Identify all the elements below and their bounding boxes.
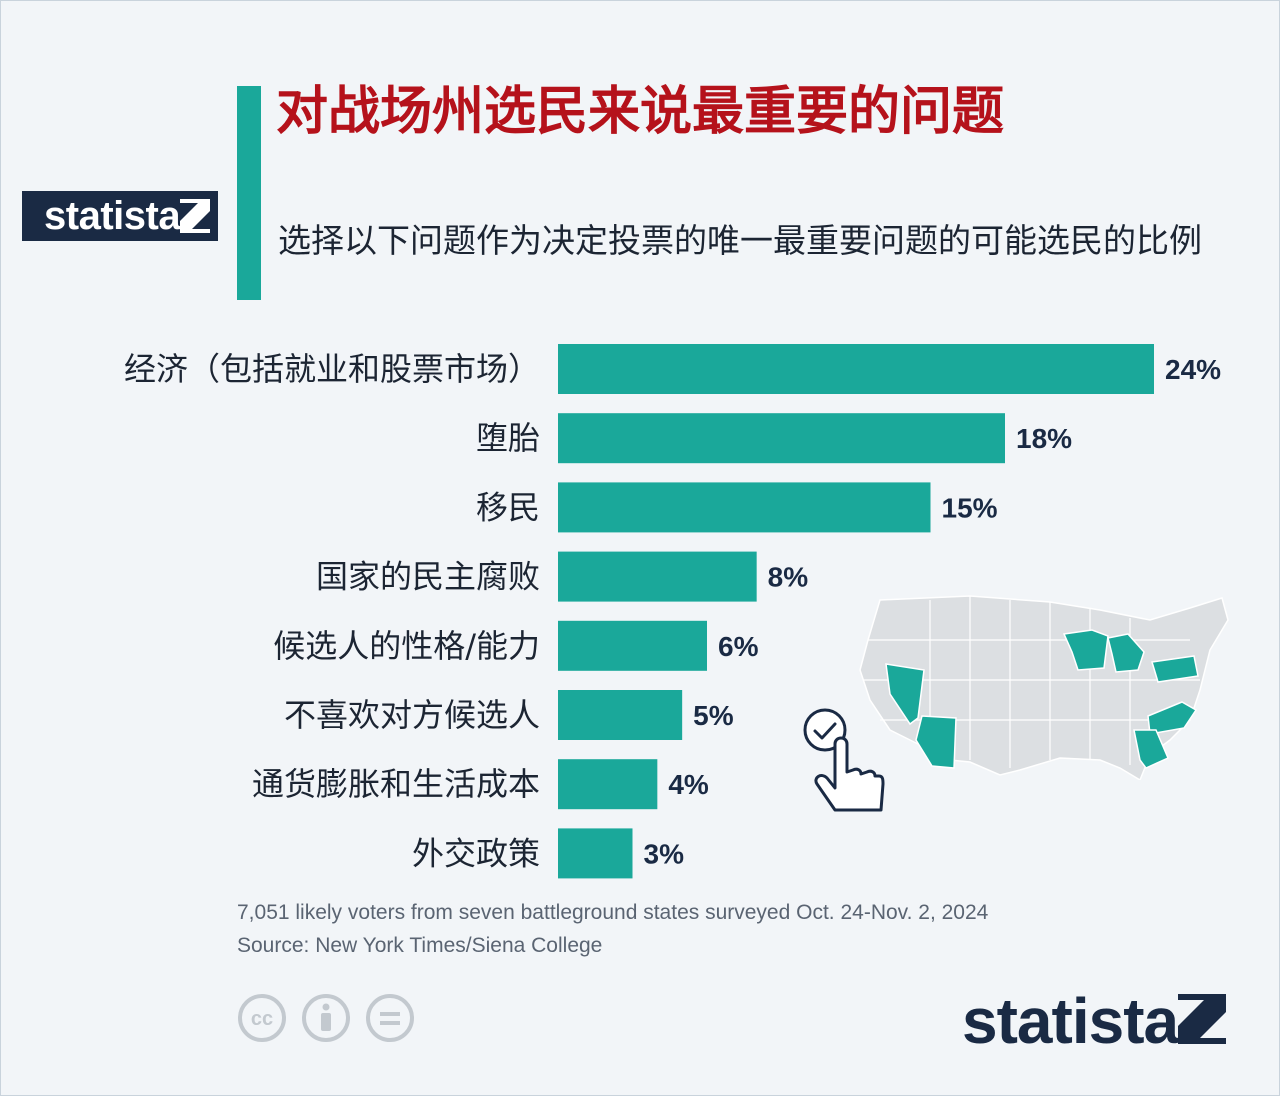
bar xyxy=(558,690,683,740)
michigan-shape xyxy=(1107,633,1145,673)
cc-icon[interactable]: cc xyxy=(238,994,286,1042)
bar xyxy=(558,413,1005,464)
bar xyxy=(558,344,1154,394)
svg-text:cc: cc xyxy=(251,1008,273,1030)
category-label: 候选人的性格/能力 xyxy=(273,627,540,665)
arizona-shape xyxy=(915,715,957,769)
bar xyxy=(558,620,707,671)
nevada-shape xyxy=(885,663,925,726)
category-label: 外交政策 xyxy=(412,834,540,872)
bar-chart: 经济（包括就业和股票市场） 24% 堕胎 18% 移民 15% 国家的民主腐败 8% 候选人的性… xyxy=(124,344,1221,879)
survey-note: 7,051 likely voters from seven battlegro… xyxy=(237,901,989,924)
value-label: 4% xyxy=(668,769,709,800)
bar xyxy=(558,759,658,810)
pennsylvania-shape xyxy=(1151,655,1199,683)
value-label: 24% xyxy=(1165,354,1221,385)
category-label: 国家的民主腐败 xyxy=(316,558,540,596)
statista-logo: statista xyxy=(22,191,218,241)
value-label: 5% xyxy=(693,700,734,731)
category-label: 移民 xyxy=(476,488,540,526)
hand-pointer-check-icon xyxy=(803,708,885,812)
bar xyxy=(558,551,757,602)
no-derivatives-icon[interactable] xyxy=(366,994,414,1042)
bar xyxy=(558,482,931,533)
value-label: 18% xyxy=(1016,423,1072,454)
value-label: 3% xyxy=(644,838,685,869)
chart-title: 对战场州选民来说最重要的问题 xyxy=(276,82,1005,142)
attribution-icon[interactable] xyxy=(302,994,350,1042)
statista-mark-icon xyxy=(180,199,210,233)
value-label: 15% xyxy=(942,492,998,523)
footer-statista-mark-icon xyxy=(1178,994,1226,1044)
bar-rows: 经济（包括就业和股票市场） 24% 堕胎 18% 移民 15% 国家的民主腐败 8% 候选人的性… xyxy=(124,344,1221,879)
wisconsin-shape xyxy=(1062,629,1109,671)
category-label: 不喜欢对方候选人 xyxy=(284,696,540,734)
category-label: 堕胎 xyxy=(476,419,540,457)
license-icons: cc xyxy=(238,994,414,1042)
chart-subtitle: 选择以下问题作为决定投票的唯一最重要问题的可能选民的比例 xyxy=(278,221,1202,260)
battleground-states xyxy=(885,629,1199,769)
title-accent-bar xyxy=(237,86,261,300)
logo-text: statista xyxy=(44,194,181,238)
value-label: 8% xyxy=(768,562,809,593)
source-note: Source: New York Times/Siena College xyxy=(237,934,603,957)
georgia-shape xyxy=(1133,729,1169,769)
us-map-icon xyxy=(859,595,1229,780)
bar xyxy=(558,828,633,879)
footer-statista-logo: statista xyxy=(962,985,1179,1057)
category-label: 经济（包括就业和股票市场） xyxy=(124,350,540,388)
value-label: 6% xyxy=(718,631,759,662)
category-label: 通货膨胀和生活成本 xyxy=(252,765,540,803)
